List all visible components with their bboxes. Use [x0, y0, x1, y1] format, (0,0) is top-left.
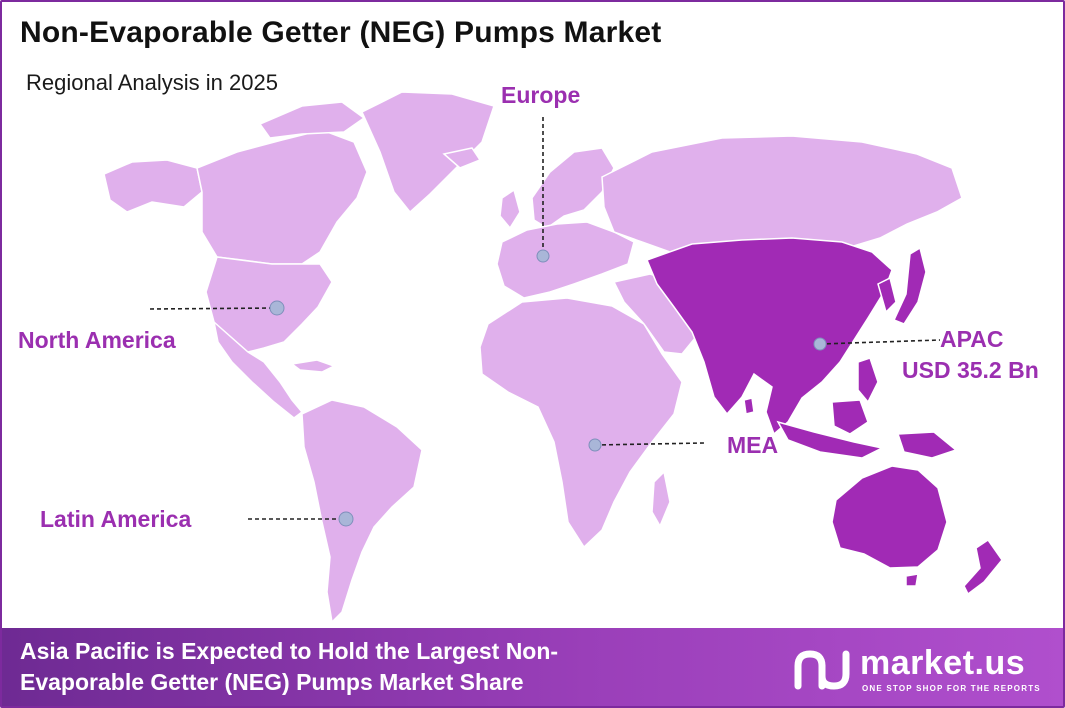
page-title: Non-Evaporable Getter (NEG) Pumps Market	[20, 16, 662, 49]
apac-value: USD 35.2 Bn	[902, 357, 1039, 383]
korea-shape	[877, 276, 897, 314]
world-map	[103, 91, 1003, 624]
footer-text: Asia Pacific is Expected to Hold the Lar…	[20, 638, 559, 695]
sri-lanka-shape	[743, 397, 755, 415]
apac-highlight	[646, 237, 1003, 596]
canada-shape	[196, 129, 368, 265]
land-masses	[103, 91, 963, 624]
greenland-shape	[361, 91, 495, 214]
south-america-shape	[301, 399, 423, 624]
alaska-shape	[103, 159, 203, 213]
caribbean-shape	[290, 359, 336, 373]
australia-shape	[831, 465, 948, 569]
europe-shape	[496, 221, 635, 299]
europe-label: Europe	[501, 82, 581, 108]
europe-marker	[536, 249, 550, 263]
apac-marker	[813, 337, 827, 351]
apac-label: APAC	[940, 326, 1004, 352]
north-america-marker	[269, 300, 285, 316]
japan-shape	[892, 246, 927, 325]
leader-lines	[149, 117, 941, 520]
arctic-islands-shape	[258, 101, 366, 139]
north-america-label: North America	[18, 327, 176, 353]
new-zealand-shape	[963, 538, 1003, 596]
borneo-shape	[831, 399, 869, 435]
apac-leader	[819, 339, 941, 345]
brand-name: market.us	[860, 644, 1026, 682]
mea-marker	[588, 438, 602, 452]
new-guinea-shape	[896, 431, 958, 459]
brand-tagline: ONE STOP SHOP FOR THE REPORTS	[862, 684, 1041, 693]
indonesia-shape	[776, 420, 885, 459]
africa-shape	[479, 297, 683, 549]
uk-shape	[499, 188, 521, 230]
page-subtitle: Regional Analysis in 2025	[26, 70, 278, 95]
philippines-shape	[857, 357, 879, 404]
mea-label: MEA	[727, 432, 779, 458]
markers	[269, 249, 827, 527]
north-america-leader	[149, 307, 278, 310]
market-us-logo-icon	[794, 650, 850, 690]
mexico-shape	[212, 319, 304, 419]
tasmania-shape	[905, 573, 919, 587]
latin-america-marker	[338, 511, 354, 527]
scandinavia-shape	[531, 147, 615, 229]
madagascar-shape	[651, 470, 671, 528]
russia-shape	[601, 135, 963, 253]
latin-america-label: Latin America	[40, 506, 192, 532]
asia-mainland-shape	[646, 237, 893, 436]
brand-logo: market.us ONE STOP SHOP FOR THE REPORTS	[792, 642, 1052, 698]
iceland-shape	[442, 147, 482, 169]
footer-banner: Asia Pacific is Expected to Hold the Lar…	[2, 628, 1063, 706]
